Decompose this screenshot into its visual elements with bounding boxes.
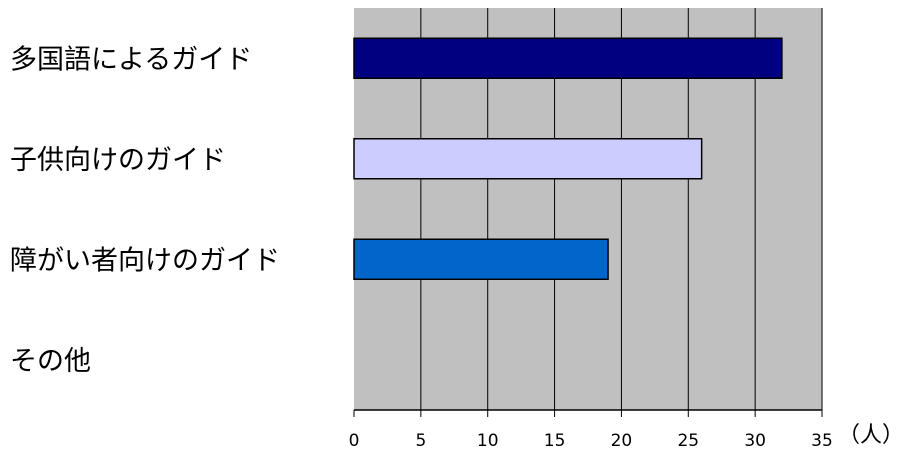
x-unit-label: （人） xyxy=(838,423,904,448)
tick-label-5: 5 xyxy=(415,431,426,449)
tick-label-30: 30 xyxy=(744,431,766,449)
bars xyxy=(353,37,783,280)
bar-0 xyxy=(353,37,783,79)
x-tick-labels: 0 5 10 15 20 25 30 35 xyxy=(349,431,833,449)
category-label-2: 障がい者向けのガイド xyxy=(10,245,280,276)
x-tick-marks xyxy=(353,410,823,417)
tick-label-20: 20 xyxy=(611,431,633,449)
category-label-0: 多国語によるガイド xyxy=(10,44,252,75)
category-label-3: その他 xyxy=(10,346,91,377)
bar-2 xyxy=(353,238,609,280)
category-label-1: 子供向けのガイド xyxy=(10,145,226,176)
tick-label-35: 35 xyxy=(811,431,833,449)
tick-label-25: 25 xyxy=(677,431,699,449)
tick-label-10: 10 xyxy=(477,431,499,449)
tick-label-0: 0 xyxy=(349,431,360,449)
tick-label-15: 15 xyxy=(544,431,566,449)
bar-1 xyxy=(353,138,703,180)
